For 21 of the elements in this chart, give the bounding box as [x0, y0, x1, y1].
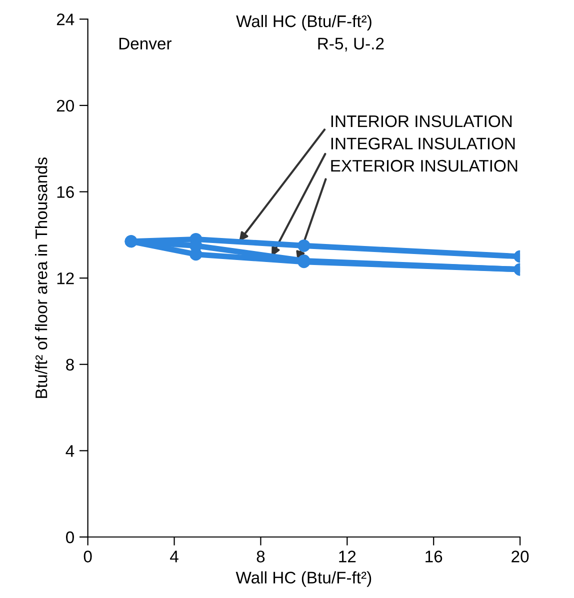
x-axis-title: Wall HC (Btu/F-ft²): [236, 571, 372, 587]
y-tick-label: 12: [57, 272, 74, 284]
x-tick-label: 12: [339, 550, 356, 562]
x-tick-label: 20: [512, 550, 529, 562]
annotation: INTEGRAL INSULATION: [331, 138, 515, 150]
y-tick-label: 8: [66, 358, 74, 371]
chart-title: Wall HC (Btu/F-ft²): [236, 14, 372, 30]
annotation: Denver: [119, 38, 172, 50]
y-tick-label: 24: [56, 14, 74, 26]
x-tick-label: 8: [256, 550, 265, 562]
y-tick-label: 20: [56, 100, 74, 112]
y-tick-label: 4: [66, 445, 74, 457]
x-tick-label: 0: [84, 550, 92, 562]
annotation: R-5, U-.2: [318, 38, 384, 52]
x-tick-label: 16: [426, 550, 442, 562]
annotation: EXTERIOR INSULATION: [331, 160, 518, 172]
y-tick-label: 16: [57, 186, 74, 198]
x-tick-label: 4: [170, 550, 178, 562]
y-tick-label: 0: [66, 531, 74, 544]
y-axis-title: Btu/ft² of floor area in Thousands: [35, 157, 48, 398]
annotation: INTERIOR INSULATION: [331, 115, 512, 128]
